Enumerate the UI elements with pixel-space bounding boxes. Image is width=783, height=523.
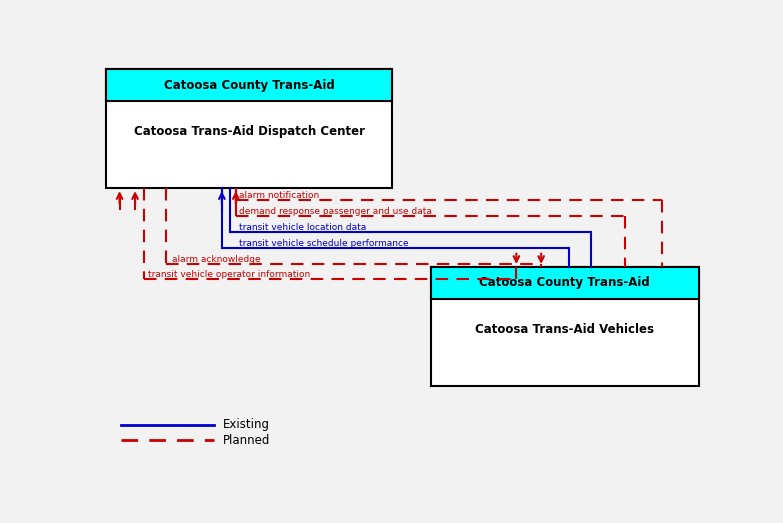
Text: Catoosa County Trans-Aid: Catoosa County Trans-Aid [479,277,650,289]
Text: Catoosa Trans-Aid Vehicles: Catoosa Trans-Aid Vehicles [475,323,655,336]
Text: Catoosa Trans-Aid Dispatch Center: Catoosa Trans-Aid Dispatch Center [133,125,365,138]
Text: alarm acknowledge: alarm acknowledge [172,255,261,264]
Text: demand response passenger and use data: demand response passenger and use data [239,207,431,216]
Bar [106,69,392,101]
Text: transit vehicle schedule performance: transit vehicle schedule performance [239,239,409,248]
Text: transit vehicle location data: transit vehicle location data [239,223,366,232]
Bar [431,267,698,299]
Text: alarm notification: alarm notification [239,191,319,200]
Bar [431,267,698,386]
Text: Catoosa County Trans-Aid: Catoosa County Trans-Aid [164,78,334,92]
Text: Planned: Planned [223,434,271,447]
Bar [106,69,392,188]
Text: Existing: Existing [223,418,270,431]
Text: transit vehicle operator information: transit vehicle operator information [148,270,311,279]
